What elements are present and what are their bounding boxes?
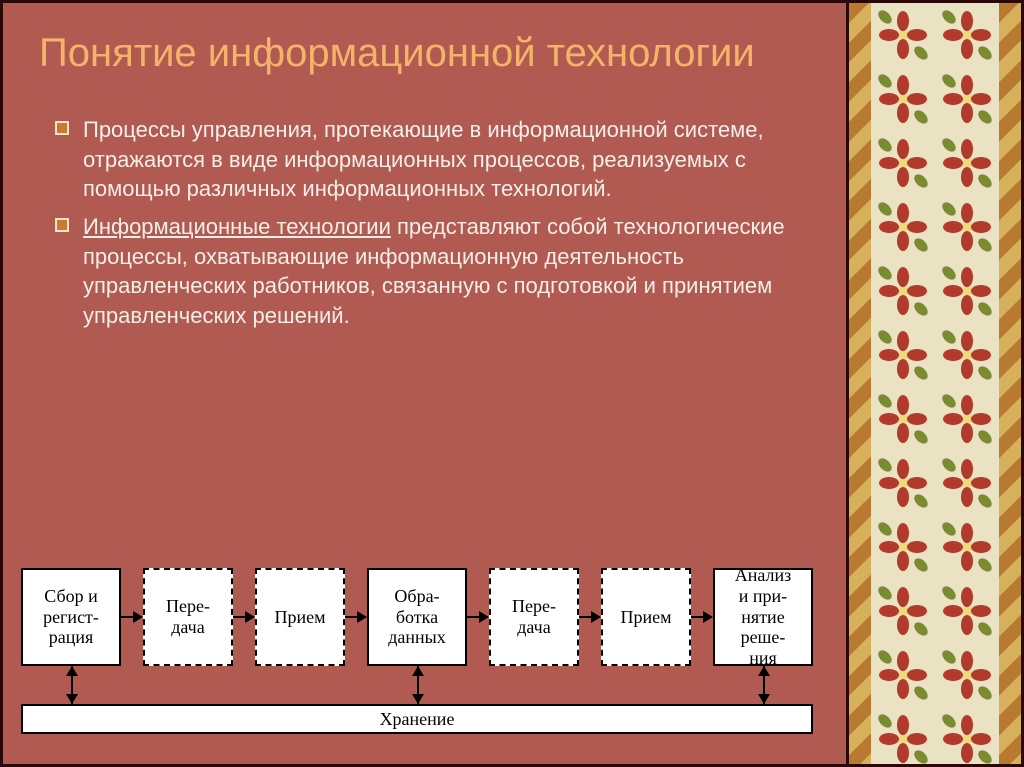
flowchart: Сбор и регист- рацияПере- дачаПриемОбра-… xyxy=(21,568,1012,734)
flow-box-recv1: Прием xyxy=(255,568,345,666)
bullet-icon xyxy=(55,121,69,135)
bullet-list: Процессы управления, протекающие в инфор… xyxy=(39,115,810,331)
flow-box-process: Обра- ботка данных xyxy=(367,568,467,666)
bullet-icon xyxy=(55,218,69,232)
flow-arrow xyxy=(121,611,143,623)
flow-arrow xyxy=(691,611,713,623)
slide-title: Понятие информационной технологии xyxy=(39,31,810,75)
arrowhead-up-icon xyxy=(66,666,78,676)
flow-arrow xyxy=(345,611,367,623)
slide-body: Понятие информационной технологии Процес… xyxy=(0,3,846,764)
arrowhead-up-icon xyxy=(412,666,424,676)
slide-frame: Понятие информационной технологии Процес… xyxy=(0,0,1024,767)
flow-box-send2: Пере- дача xyxy=(489,568,579,666)
flowchart-row: Сбор и регист- рацияПере- дачаПриемОбра-… xyxy=(21,568,1012,666)
flow-box-collect: Сбор и регист- рация xyxy=(21,568,121,666)
flow-box-recv2: Прием xyxy=(601,568,691,666)
bullet-item: Информационные технологии представляют с… xyxy=(55,212,810,331)
arrowhead-down-icon xyxy=(758,694,770,704)
bullet-text: Информационные технологии представляют с… xyxy=(83,214,785,328)
arrowhead-down-icon xyxy=(412,694,424,704)
bullet-item: Процессы управления, протекающие в инфор… xyxy=(55,115,810,204)
flow-box-send1: Пере- дача xyxy=(143,568,233,666)
bullet-text: Процессы управления, протекающие в инфор… xyxy=(83,117,764,201)
flow-arrow xyxy=(579,611,601,623)
flow-arrow xyxy=(467,611,489,623)
flowchart-inner: Сбор и регист- рацияПере- дачаПриемОбра-… xyxy=(21,568,1012,734)
arrowhead-up-icon xyxy=(758,666,770,676)
flow-box-analyze: Анализ и при- нятие реше- ния xyxy=(713,568,813,666)
arrowhead-down-icon xyxy=(66,694,78,704)
storage-box: Хранение xyxy=(21,704,813,734)
bullet-underline: Информационные технологии xyxy=(83,214,391,239)
flow-arrow xyxy=(233,611,255,623)
